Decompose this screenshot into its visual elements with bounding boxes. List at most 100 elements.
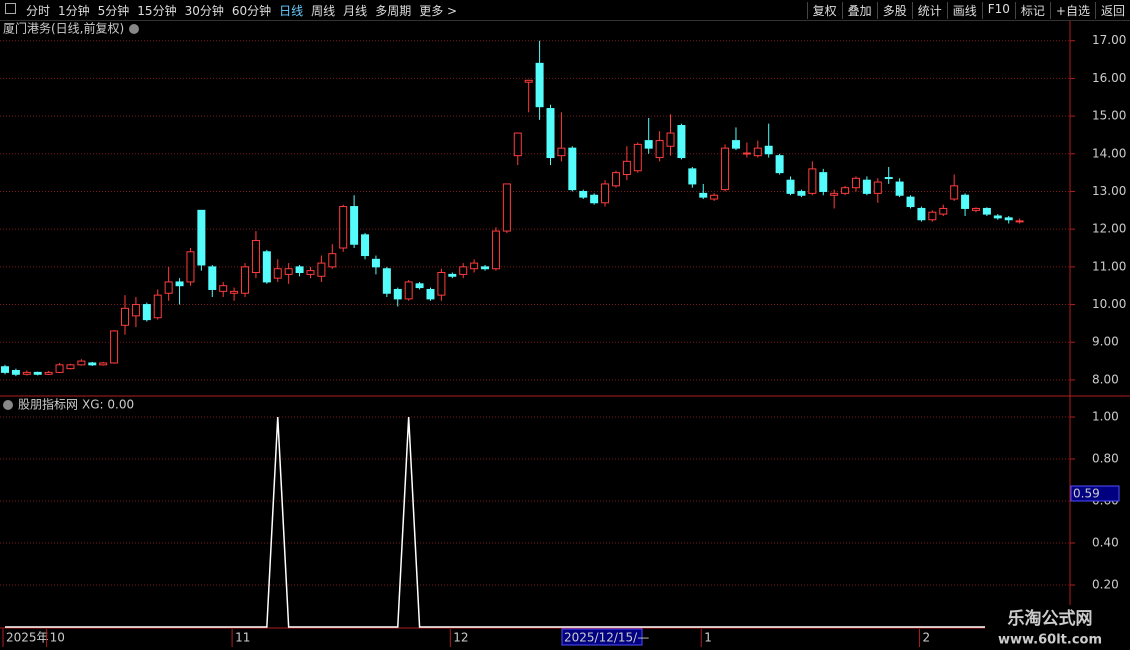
candle-body xyxy=(764,145,773,155)
candle-body xyxy=(808,168,817,194)
candle-body xyxy=(655,140,664,159)
candle-body xyxy=(142,304,151,321)
candle-body xyxy=(851,177,860,189)
candle-body xyxy=(1015,220,1024,223)
candle-body xyxy=(11,370,20,375)
y-tick-label: 17.00 xyxy=(1092,33,1126,47)
period-tab[interactable]: 5分钟 xyxy=(97,3,130,18)
tool-button[interactable]: 叠加 xyxy=(841,1,877,19)
period-tab[interactable]: 30分钟 xyxy=(184,3,224,18)
candle-body xyxy=(895,181,904,196)
candle-body xyxy=(328,253,337,268)
candle-body xyxy=(568,147,577,191)
y-tick-label: 14.00 xyxy=(1092,146,1126,160)
candle-body xyxy=(186,251,195,283)
tool-button[interactable]: 画线 xyxy=(946,1,982,19)
candle-body xyxy=(611,172,620,187)
date-label: 10 xyxy=(50,631,65,645)
period-tab[interactable]: 1分钟 xyxy=(58,3,90,18)
candle-body xyxy=(404,281,413,300)
y-tick-label: 11.00 xyxy=(1092,259,1126,273)
candle-body xyxy=(262,251,271,283)
cursor-value: 0.59 xyxy=(1073,487,1100,501)
candle-body xyxy=(579,190,588,198)
candle-body xyxy=(633,143,642,172)
date-label: 2025年 xyxy=(6,631,49,645)
candle-body xyxy=(426,288,435,300)
candle-body xyxy=(230,290,239,294)
cursor-date-box xyxy=(561,628,643,646)
candle-body xyxy=(44,371,53,375)
period-tab[interactable]: 60分钟 xyxy=(231,3,272,18)
date-label: 2 xyxy=(922,631,930,645)
period-tab[interactable]: 多周期 xyxy=(375,3,412,18)
period-tab[interactable]: 分时 xyxy=(26,3,51,18)
tool-button[interactable]: +自选 xyxy=(1049,1,1095,19)
y-tick-label: 1.00 xyxy=(1092,410,1119,424)
candle-body xyxy=(339,206,348,249)
candle-body xyxy=(371,258,380,268)
period-tab[interactable]: 15分钟 xyxy=(137,3,177,18)
toolbar: 分时 1分钟 5分钟 15分钟 30分钟 60分钟 日线 周线 月线 多周期 更多 > 复权 叠加 多股统… xyxy=(0,0,1130,21)
candle-body xyxy=(666,132,675,147)
candle-body xyxy=(22,371,31,375)
candle-body xyxy=(491,230,500,270)
candle-body xyxy=(241,266,250,294)
candle-body xyxy=(33,371,42,375)
candle-body xyxy=(993,215,1002,219)
candle-body xyxy=(819,172,828,192)
candle-body xyxy=(775,155,784,174)
date-label: 12 xyxy=(453,631,468,645)
candle-body xyxy=(77,360,86,366)
candle-body xyxy=(382,268,391,294)
candle-body xyxy=(961,194,970,209)
menu-icon[interactable] xyxy=(5,3,16,14)
tool-button[interactable]: 返回 xyxy=(1094,1,1130,19)
indicator-value: XG: 0.00 xyxy=(82,398,134,412)
candle-body xyxy=(742,152,751,155)
candle-body xyxy=(317,262,326,277)
candle-body xyxy=(121,307,130,326)
indicator-title: 股朋指标网 xyxy=(18,397,78,412)
candle-body xyxy=(731,140,740,149)
candle-body xyxy=(295,266,304,274)
y-tick-label: 9.00 xyxy=(1092,335,1119,349)
candle-body xyxy=(884,177,893,180)
tool-button[interactable]: F10 xyxy=(981,1,1015,19)
tool-button[interactable]: 复权 xyxy=(806,1,842,19)
candle-body xyxy=(55,364,64,373)
candle-body xyxy=(481,266,490,270)
tool-button[interactable]: 多股 xyxy=(876,1,912,19)
candle-body xyxy=(306,270,315,275)
tool-button[interactable]: 统计 xyxy=(911,1,947,19)
candle-body xyxy=(710,194,719,200)
y-tick-label: 8.00 xyxy=(1092,372,1119,386)
y-tick-label: 0.20 xyxy=(1092,578,1119,592)
candle-body xyxy=(622,160,631,176)
date-label: 11 xyxy=(235,631,250,645)
date-label: 1 xyxy=(704,631,712,645)
candle-body xyxy=(950,185,959,200)
candle-body xyxy=(361,234,370,257)
candle-body xyxy=(841,187,850,194)
period-tab[interactable]: 日线 xyxy=(279,3,304,18)
candle-body xyxy=(524,79,533,83)
candle-body xyxy=(350,206,359,245)
candle-body xyxy=(688,168,697,185)
chart-title: 厦门港务(日线,前复权) xyxy=(3,21,124,36)
period-tab[interactable]: 更多 > xyxy=(419,3,458,18)
candle-body xyxy=(273,268,282,279)
period-tab[interactable]: 月线 xyxy=(343,3,368,18)
tool-button[interactable]: 标记 xyxy=(1014,1,1050,19)
y-tick-label: 0.80 xyxy=(1092,452,1119,466)
candle-body xyxy=(251,239,260,274)
watermark-url: www.60lt.com xyxy=(998,633,1102,648)
candle-body xyxy=(208,266,217,290)
candle-body xyxy=(513,132,522,157)
candle-body xyxy=(66,364,75,370)
title-icon[interactable] xyxy=(129,24,139,34)
candle-body xyxy=(197,209,206,266)
indicator-icon[interactable] xyxy=(3,400,13,410)
period-tab[interactable]: 周线 xyxy=(311,3,336,18)
